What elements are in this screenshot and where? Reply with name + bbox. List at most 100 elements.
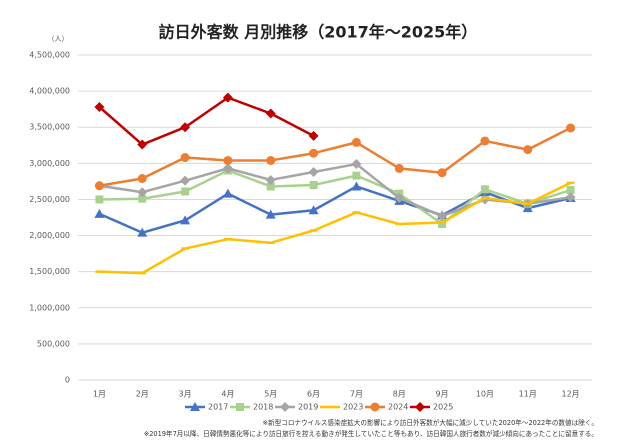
series-line: [98, 96, 315, 146]
chart-title: 訪日外客数 月別推移（2017年～2025年）: [159, 23, 478, 42]
x-tick-label: 3月: [179, 390, 192, 399]
marker: [438, 220, 447, 228]
y-tick-label: 500,000: [37, 339, 70, 348]
marker: [480, 196, 489, 200]
legend-marker: [326, 405, 334, 409]
legend-marker: [190, 402, 200, 411]
marker: [395, 222, 404, 226]
marker: [438, 221, 447, 224]
x-tick-label: 4月: [221, 390, 234, 399]
marker: [566, 186, 575, 195]
legend-label: 2024: [388, 403, 408, 412]
series-line: [99, 169, 571, 226]
note: ※新型コロナウイルス感染症拡大の影響により訪日外客数が大幅に減少していた2020…: [263, 418, 598, 427]
y-tick-label: 4,000,000: [29, 87, 70, 96]
marker: [222, 92, 233, 103]
marker: [480, 136, 490, 146]
x-tick-label: 6月: [307, 390, 320, 399]
marker: [566, 123, 576, 133]
marker: [222, 188, 233, 198]
marker: [309, 181, 318, 189]
x-tick-label: 12月: [561, 390, 579, 399]
marker: [437, 211, 448, 222]
y-tick-label: 4,500,000: [29, 51, 70, 60]
marker: [265, 174, 276, 185]
marker: [137, 227, 148, 237]
marker: [480, 185, 489, 194]
marker: [266, 182, 275, 191]
marker: [223, 155, 233, 165]
legend-label: 2018: [253, 403, 273, 412]
series-line: [99, 181, 572, 275]
marker: [352, 211, 361, 214]
marker: [138, 194, 147, 203]
x-tick-label: 10月: [476, 390, 494, 399]
marker: [309, 229, 318, 232]
legend-marker: [236, 403, 244, 411]
marker: [180, 215, 191, 225]
y-tick-label: 2,500,000: [29, 195, 70, 204]
marker: [222, 163, 233, 174]
y-tick-label: 3,500,000: [29, 123, 70, 132]
marker: [223, 237, 232, 241]
marker: [180, 175, 191, 186]
note: ※2019年7月以降、日韓情勢悪化等により訪日旅行を控える動きが発生していたこと…: [144, 429, 598, 438]
marker: [308, 205, 319, 215]
x-tick-label: 2月: [136, 390, 149, 399]
marker: [94, 102, 105, 112]
marker: [309, 148, 319, 158]
marker: [180, 122, 191, 133]
marker: [266, 241, 275, 244]
x-tick-label: 7月: [350, 390, 363, 399]
series-line: [99, 126, 572, 187]
x-tick-label: 1月: [93, 390, 106, 399]
marker: [523, 145, 533, 155]
marker: [180, 153, 190, 163]
marker: [308, 130, 319, 141]
marker: [137, 174, 147, 183]
marker: [265, 209, 276, 219]
legend-marker: [370, 402, 380, 412]
marker: [352, 171, 361, 180]
legend-label: 2025: [433, 403, 453, 412]
x-tick-label: 5月: [264, 390, 277, 399]
marker: [138, 271, 147, 275]
x-tick-label: 8月: [393, 390, 406, 399]
x-tick-label: 9月: [436, 390, 449, 399]
marker: [137, 139, 148, 150]
legend-marker: [280, 402, 290, 412]
y-tick-label: 2,000,000: [29, 231, 70, 240]
marker: [95, 195, 104, 204]
y-tick-label: 0: [65, 376, 70, 385]
marker: [351, 137, 361, 147]
marker: [351, 181, 362, 191]
legend-label: 2017: [208, 403, 228, 412]
y-axis-label: （人）: [48, 35, 69, 43]
marker: [523, 202, 532, 205]
marker: [94, 181, 104, 191]
x-tick-label: 11月: [519, 390, 537, 399]
legend-label: 2023: [343, 403, 363, 412]
marker: [94, 208, 105, 218]
series-line: [98, 185, 571, 234]
marker: [265, 108, 276, 119]
marker: [95, 270, 104, 273]
marker: [266, 155, 276, 165]
marker: [308, 167, 319, 177]
marker: [181, 187, 190, 196]
marker: [137, 187, 148, 198]
legend-marker: [415, 402, 425, 412]
marker: [181, 247, 190, 250]
marker: [566, 181, 575, 185]
y-tick-label: 1,500,000: [29, 267, 70, 276]
legend-label: 2019: [298, 403, 318, 412]
y-tick-label: 1,000,000: [29, 303, 70, 312]
marker: [394, 193, 405, 203]
marker: [437, 168, 447, 178]
marker: [565, 192, 576, 203]
y-tick-label: 3,000,000: [29, 159, 70, 168]
marker: [351, 159, 362, 170]
marker: [394, 163, 404, 173]
